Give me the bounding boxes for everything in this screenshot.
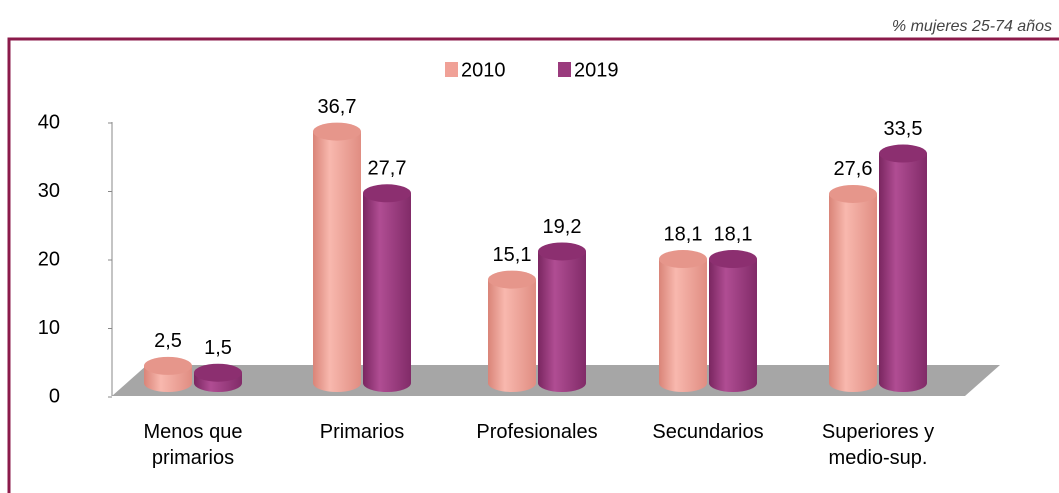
legend-label: 2010 bbox=[461, 59, 506, 81]
x-tick-line: Secundarios bbox=[652, 421, 763, 443]
data-label: 27,7 bbox=[368, 158, 407, 180]
data-label: 18,1 bbox=[664, 223, 703, 245]
bar bbox=[709, 250, 757, 392]
x-tick-label: Secundarios bbox=[652, 421, 763, 443]
x-tick-label: Profesionales bbox=[476, 421, 597, 443]
bar-top bbox=[879, 144, 927, 163]
bar-body bbox=[363, 193, 411, 392]
bar bbox=[829, 184, 877, 392]
bar-body bbox=[313, 131, 361, 393]
data-label: 36,7 bbox=[318, 96, 357, 118]
legend-swatch bbox=[445, 62, 458, 77]
bar-top bbox=[659, 250, 707, 269]
bar bbox=[659, 250, 707, 392]
bar bbox=[363, 184, 411, 392]
bar-body bbox=[659, 259, 707, 392]
x-tick-line: Primarios bbox=[320, 421, 404, 443]
bar bbox=[144, 356, 192, 392]
data-label: 2,5 bbox=[154, 330, 182, 352]
subtitle: % mujeres 25-74 años bbox=[892, 18, 1052, 35]
data-label: 27,6 bbox=[834, 158, 873, 180]
data-label: 18,1 bbox=[714, 223, 753, 245]
bar-top bbox=[829, 184, 877, 203]
y-tick-label: 20 bbox=[38, 248, 60, 270]
bar-top bbox=[363, 184, 411, 203]
legend-label: 2019 bbox=[574, 59, 619, 81]
bar bbox=[194, 363, 242, 392]
bar-body bbox=[488, 279, 536, 392]
bar-top bbox=[194, 363, 242, 382]
data-label: 15,1 bbox=[493, 244, 532, 266]
x-tick-line: Superiores y bbox=[822, 421, 934, 443]
bar bbox=[313, 122, 361, 393]
bar-top bbox=[313, 122, 361, 141]
bar-top bbox=[709, 250, 757, 269]
bar bbox=[538, 242, 586, 392]
bar-body bbox=[829, 193, 877, 392]
x-tick-label: Superiores y medio-sup. bbox=[822, 421, 934, 469]
y-tick-label: 40 bbox=[38, 111, 60, 133]
y-tick-label: 0 bbox=[49, 385, 60, 407]
y-tick-label: 10 bbox=[38, 317, 60, 339]
x-tick-label: Primarios bbox=[320, 421, 404, 443]
data-label: 33,5 bbox=[884, 118, 923, 140]
bar bbox=[488, 270, 536, 392]
bar-top bbox=[538, 242, 586, 261]
data-label: 19,2 bbox=[543, 216, 582, 238]
bar-top bbox=[488, 270, 536, 289]
x-tick-line: Profesionales bbox=[476, 421, 597, 443]
frame bbox=[7, 37, 1059, 493]
data-label: 1,5 bbox=[204, 337, 232, 359]
x-tick-line: primarios bbox=[152, 447, 234, 469]
y-tick-label: 30 bbox=[38, 180, 60, 202]
bar-body bbox=[538, 251, 586, 392]
x-tick-line: medio-sup. bbox=[829, 447, 928, 469]
bar-body bbox=[709, 259, 757, 392]
x-tick-label: Menos que primarios bbox=[144, 421, 243, 469]
x-tick-line: Menos que bbox=[144, 421, 243, 443]
bar bbox=[879, 144, 927, 392]
legend-swatch bbox=[558, 62, 571, 77]
bar-body bbox=[879, 153, 927, 392]
bar-top bbox=[144, 356, 192, 375]
